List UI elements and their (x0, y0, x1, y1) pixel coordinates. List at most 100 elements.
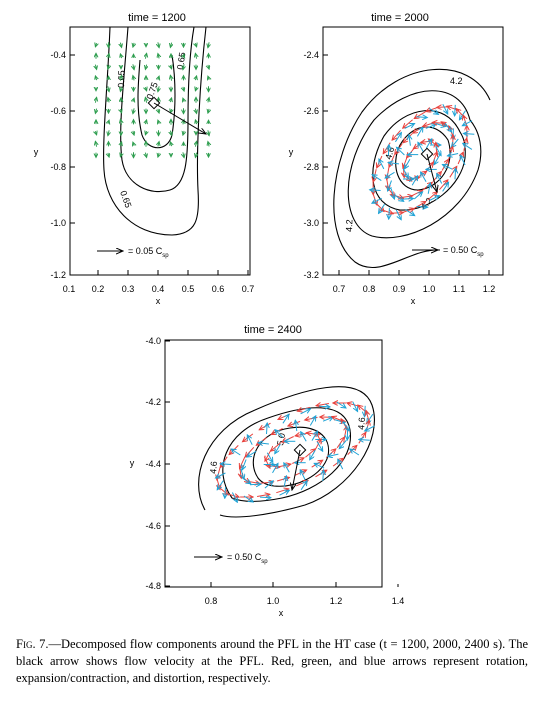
expansion-vector (120, 75, 121, 81)
panel-3-pfl-marker (293, 443, 307, 457)
expansion-vector (133, 142, 134, 146)
distortion-vector (385, 171, 395, 178)
panel-2-ytick: -3.0 (303, 218, 319, 228)
expansion-vector (120, 54, 121, 58)
panel-time-1200: time = 1200 -0.4 -0.6 -0.8 -1.0 -1.2 0.1… (34, 12, 255, 306)
expansion-vector (208, 109, 209, 113)
expansion-vector (208, 98, 209, 103)
distortion-vector (462, 120, 473, 126)
panel-1-pfl-velocity-arrow (153, 102, 206, 134)
distortion-vector (258, 443, 269, 444)
distortion-vector (421, 172, 427, 182)
rotation-vector (457, 152, 463, 165)
expansion-vector (95, 97, 96, 103)
distortion-vector (311, 431, 318, 441)
expansion-vector (195, 76, 196, 80)
expansion-vector (208, 42, 209, 47)
distortion-vector (300, 409, 311, 415)
panel-3-contour-label: 4.6 (208, 461, 219, 474)
rotation-vector (263, 456, 270, 469)
panel-1-xtick: 0.3 (122, 284, 135, 294)
expansion-vector (158, 153, 159, 157)
distortion-vector (314, 463, 325, 469)
distortion-vector (247, 450, 257, 457)
panel-2-scale-label: = 0.50 Csp (443, 245, 484, 258)
panel-2-ytick: -2.6 (303, 106, 319, 116)
rotation-vector (336, 437, 344, 449)
distortion-vector (266, 452, 273, 463)
distortion-vector (388, 145, 389, 156)
expansion-vector (170, 75, 171, 81)
panel-1-ytick: -1.0 (50, 218, 66, 228)
expansion-vector (183, 87, 184, 91)
distortion-vector (447, 154, 459, 156)
panel-2-ylabel: y (289, 147, 294, 157)
panel-3-contour-label: 5.0 (275, 432, 287, 446)
rotation-vector (297, 406, 310, 411)
distortion-vector (379, 159, 385, 170)
expansion-vector (158, 54, 159, 59)
expansion-vector (133, 98, 134, 102)
distortion-vector (397, 147, 405, 156)
rotation-vector (315, 470, 327, 478)
distortion-vector (318, 406, 330, 407)
panel-2-xtick: 0.9 (393, 284, 406, 294)
expansion-vector (170, 130, 171, 136)
rotation-vector (288, 420, 301, 426)
rotation-vector (305, 449, 315, 458)
expansion-vector (120, 119, 121, 125)
distortion-vector (338, 459, 344, 470)
distortion-vector (275, 430, 284, 438)
rotation-vector (314, 439, 321, 451)
panel-time-2400: time = 2400 -4.0 -4.2 -4.4 -4.6 -4.8 0.8… (130, 324, 405, 618)
panel-3-xtick: 1.4 (392, 596, 405, 606)
expansion-vector (108, 130, 109, 135)
panel-1-ytick: -0.6 (50, 106, 66, 116)
panel-1-frame (69, 26, 251, 276)
expansion-vector (195, 120, 196, 124)
distortion-vector (455, 168, 456, 180)
panel-3-ytick: -4.4 (145, 459, 161, 469)
distortion-vector (405, 209, 415, 216)
expansion-vector (145, 53, 146, 59)
rotation-vector (276, 489, 288, 494)
expansion-vector (133, 131, 134, 135)
expansion-vector (158, 76, 159, 80)
distortion-vector (350, 449, 360, 456)
distortion-vector (425, 139, 432, 149)
panel-1-xlabel: x (156, 296, 161, 306)
panel-2-y-ticks (323, 54, 328, 276)
panel-3-ytick: -4.2 (145, 397, 161, 407)
distortion-vector (394, 194, 404, 201)
rotation-vector (305, 417, 318, 420)
expansion-vector (195, 87, 196, 91)
distortion-vector (404, 159, 411, 169)
panel-2-vector-field (370, 103, 475, 220)
distortion-vector (402, 168, 409, 178)
expansion-vector (95, 108, 96, 114)
panel-2-pfl-velocity-arrow (426, 153, 437, 192)
panel-1-vector-field (95, 42, 209, 157)
distortion-vector (309, 416, 316, 426)
panel-3-xlabel: x (279, 608, 284, 618)
distortion-vector (463, 134, 475, 135)
expansion-vector (133, 76, 134, 81)
panel-1-xtick: 0.5 (182, 284, 195, 294)
panel-2-contour-label: 4.6 (383, 146, 396, 161)
expansion-vector (108, 120, 109, 124)
panel-1-contour-label: 0.65 (118, 189, 133, 209)
rotation-vector (414, 111, 426, 119)
panel-2-contour-label: 4.2 (344, 219, 354, 232)
distortion-vector (429, 196, 439, 201)
panel-1-ytick: -0.8 (50, 162, 66, 172)
panel-time-2000: time = 2000 -2.4 -2.6 -2.8 -3.0 -3.2 0.7… (289, 12, 504, 306)
panel-1-title: time = 1200 (128, 12, 186, 24)
distortion-vector (216, 472, 226, 478)
distortion-vector (429, 107, 438, 114)
expansion-vector (145, 64, 146, 70)
panel-1-xtick: 0.6 (212, 284, 225, 294)
expansion-vector (183, 54, 184, 58)
expansion-vector (208, 130, 209, 135)
distortion-vector (301, 432, 307, 442)
panel-3-xtick: 0.8 (205, 596, 218, 606)
